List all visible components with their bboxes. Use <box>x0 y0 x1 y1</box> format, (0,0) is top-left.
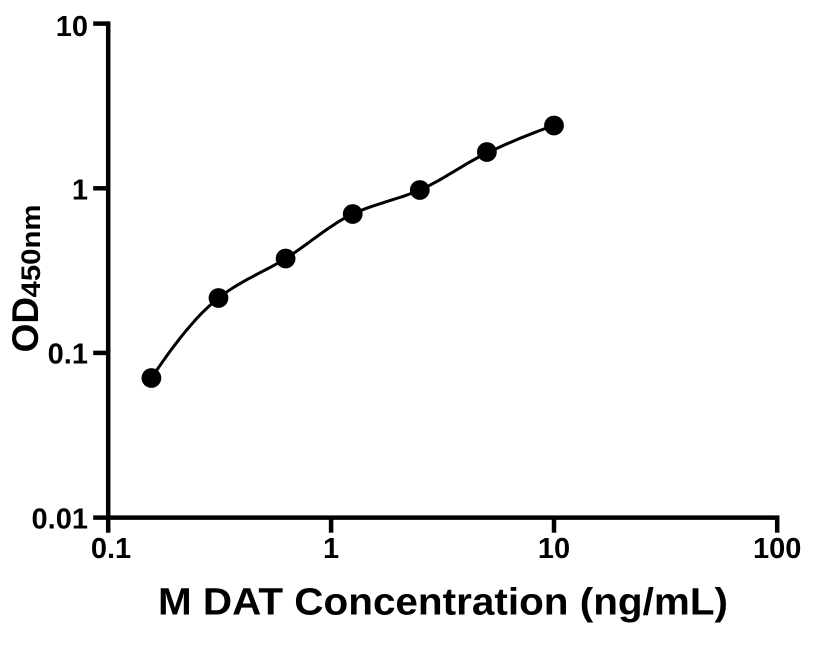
svg-text:0.01: 0.01 <box>32 504 88 536</box>
svg-text:0.1: 0.1 <box>48 338 88 370</box>
svg-text:OD: OD <box>5 297 46 353</box>
svg-text:M DAT Concentration (ng/mL): M DAT Concentration (ng/mL) <box>158 582 728 624</box>
svg-text:1: 1 <box>72 174 88 206</box>
svg-text:10: 10 <box>56 11 88 43</box>
svg-text:100: 100 <box>753 533 801 565</box>
svg-text:1: 1 <box>323 533 339 565</box>
svg-text:0.1: 0.1 <box>91 533 131 565</box>
svg-text:10: 10 <box>538 533 570 565</box>
svg-text:450nm: 450nm <box>16 205 46 298</box>
